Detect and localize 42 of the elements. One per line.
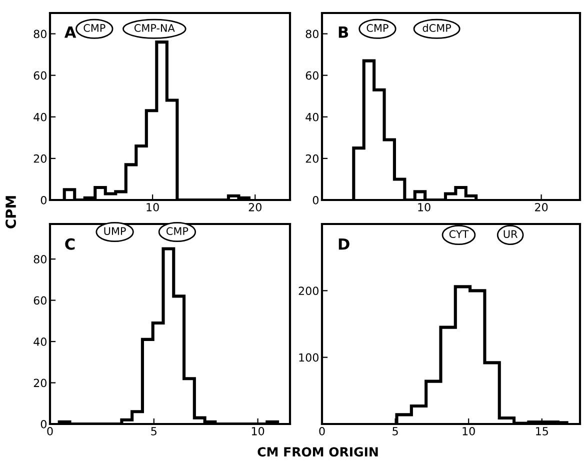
y-tick-label: 20 [34,154,46,163]
annotation: CMP [166,227,188,236]
x-tick-label: 10 [462,426,475,436]
x-tick-label: 5 [392,427,398,436]
x-tick-label: 0 [319,426,325,436]
y-tick-label: 20 [306,154,318,163]
y-tick-label: 0 [40,196,46,204]
x-tick-label: 10 [252,426,264,436]
x-axis-title: CM FROM ORIGIN [258,447,378,457]
x-tick-label: 10 [418,202,430,212]
annotation: dCMP [422,24,452,32]
annotation: D [338,238,350,250]
x-tick-label: 15 [536,427,548,436]
annotation: C [65,238,75,250]
y-tick-label: 60 [34,71,46,80]
y-tick-label: 20 [34,378,46,388]
annotation: CYT [449,230,469,238]
annotation: UR [504,230,518,238]
y-tick-label: 80 [306,30,318,38]
y-tick-label: 0 [312,196,318,204]
annotation: UMP [104,227,126,236]
annotation: CMP [84,24,106,32]
annotation: CMP [366,24,388,32]
y-tick-label: 40 [306,112,318,122]
y-axis-title: CPM [6,196,16,228]
x-tick-label: 20 [248,202,262,212]
x-tick-label: 10 [146,202,159,212]
y-tick-label: 60 [34,296,46,305]
x-tick-label: 5 [151,427,156,436]
annotation: CMP-NA [134,24,175,32]
y-tick-label: 60 [306,71,318,80]
y-tick-label: 0 [40,420,46,428]
y-tick-label: 40 [34,112,46,122]
y-tick-label: 40 [34,338,46,346]
annotation: B [338,26,348,38]
x-tick-label: 0 [47,426,53,436]
y-tick-label: 80 [34,255,46,264]
annotation: A [64,26,76,38]
x-tick-label: 20 [535,202,548,212]
y-tick-label: 200 [298,286,318,296]
y-tick-label: 80 [34,30,46,38]
y-tick-label: 100 [299,353,318,362]
